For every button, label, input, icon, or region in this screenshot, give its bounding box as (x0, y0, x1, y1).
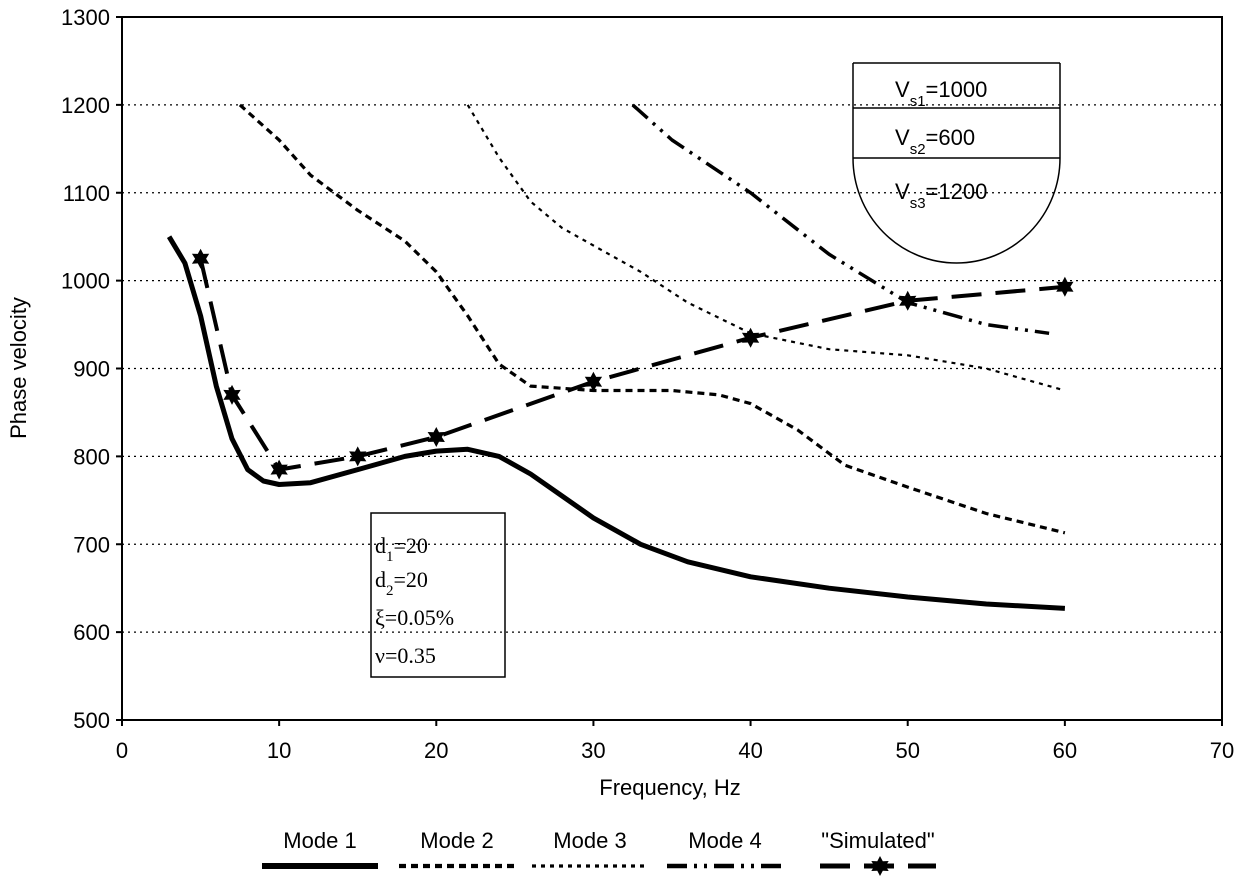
x-tick-label: 50 (895, 738, 919, 763)
x-axis-label: Frequency, Hz (599, 775, 740, 800)
annotation-part: s2 (910, 141, 926, 158)
annotation: d2=20 (375, 567, 428, 599)
annotation-part: =20 (394, 533, 428, 558)
annotation-part: 2 (386, 583, 394, 599)
y-tick-label: 600 (73, 620, 110, 645)
star-marker (1056, 276, 1074, 297)
annotation-part: 1 (386, 549, 394, 565)
legend-label: Mode 3 (553, 828, 626, 853)
x-tick-label: 10 (267, 738, 291, 763)
x-tick-label: 20 (424, 738, 448, 763)
star-marker (584, 371, 603, 392)
soil-diagram (852, 62, 1061, 264)
annotation-part: =1000 (926, 77, 988, 102)
y-tick-label: 900 (73, 357, 110, 382)
y-tick-label: 500 (73, 708, 110, 733)
y-tick-label: 1300 (61, 5, 110, 30)
annotation-part: d (375, 533, 386, 558)
x-tick-label: 70 (1210, 738, 1234, 763)
annotation-part: ν=0.35 (375, 643, 436, 668)
legend-label: "Simulated" (821, 828, 934, 853)
diagram-edge (852, 157, 1061, 264)
parameter-box (370, 512, 506, 678)
x-tick-label: 40 (738, 738, 762, 763)
annotation-part: =20 (394, 567, 428, 592)
annotation: Vs1=1000 (895, 77, 987, 110)
series-line (166, 235, 1066, 611)
annotation-part: V (895, 77, 910, 102)
legend-label: Mode 4 (688, 828, 761, 853)
y-tick-label: 700 (73, 532, 110, 557)
star-marker (741, 327, 760, 348)
x-tick-label: 0 (116, 738, 128, 763)
annotation: ξ=0.05% (375, 605, 454, 630)
annotation: Vs2=600 (895, 125, 975, 158)
annotation: ν=0.35 (375, 643, 436, 668)
plot-frame (121, 16, 1223, 721)
series-line (631, 103, 1050, 336)
annotation-part: ξ=0.05% (375, 605, 454, 630)
y-tick-label: 1200 (61, 93, 110, 118)
annotation-part: V (895, 179, 910, 204)
star-marker (191, 248, 210, 269)
star-marker (899, 290, 917, 311)
y-tick-label: 1100 (63, 181, 110, 206)
annotation-part: =600 (926, 125, 976, 150)
legend-label: Mode 1 (283, 828, 356, 853)
x-tick-label: 30 (581, 738, 605, 763)
annotation: d1=20 (375, 533, 428, 565)
annotation-part: s3 (910, 195, 926, 212)
annotation-part: d (375, 567, 386, 592)
annotation: Vs3=1200 (895, 179, 987, 212)
y-axis-label: Phase velocity (6, 297, 31, 439)
y-tick-label: 800 (73, 444, 110, 469)
legend-label: Mode 2 (420, 828, 493, 853)
x-tick-label: 60 (1053, 738, 1077, 763)
star-marker (349, 446, 367, 467)
annotation-part: =1200 (926, 179, 988, 204)
annotation-part: V (895, 125, 910, 150)
star-marker (270, 459, 288, 480)
annotation-part: s1 (910, 93, 926, 110)
series-line (238, 103, 1066, 535)
star-marker (223, 384, 241, 405)
star-marker (871, 856, 889, 876)
star-marker (427, 427, 445, 447)
y-tick-label: 1000 (61, 269, 110, 294)
